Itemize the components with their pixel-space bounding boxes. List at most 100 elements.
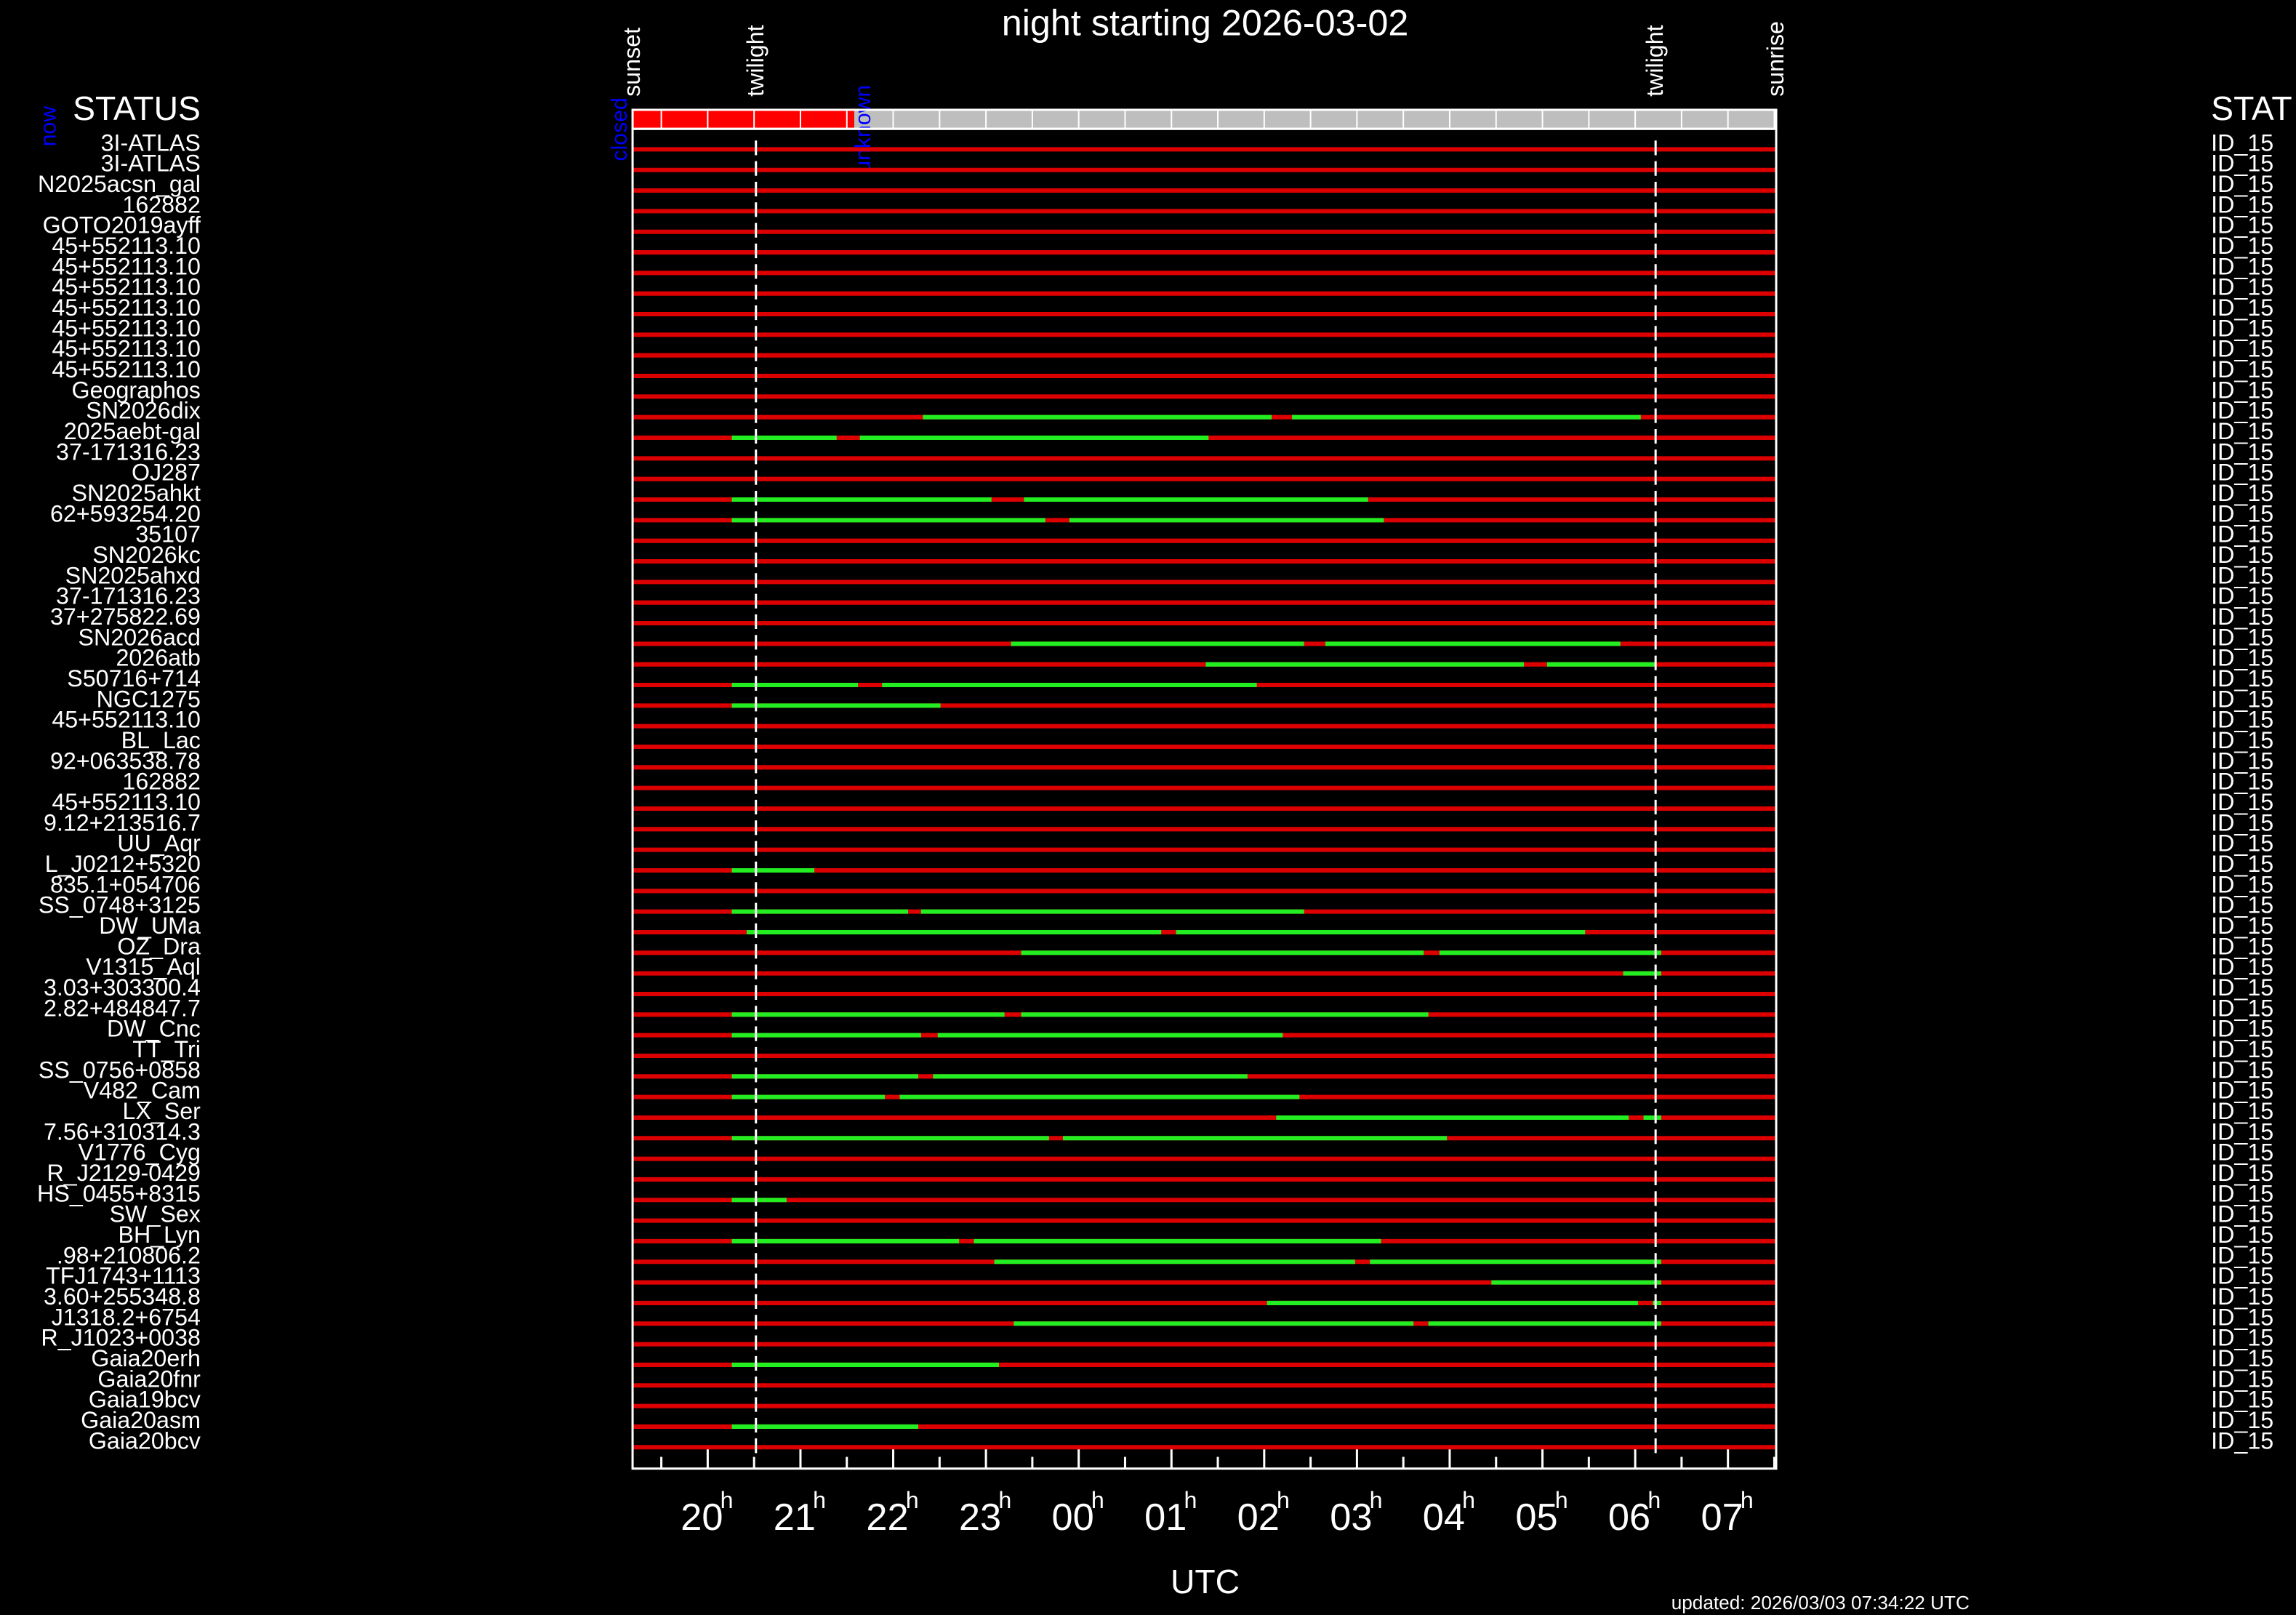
target-id: ID_15 — [2211, 129, 2273, 156]
target-id: ID_15 — [2211, 1345, 2273, 1371]
target-id: ID_15 — [2211, 1180, 2273, 1206]
target-name: NGC1275 — [97, 686, 201, 712]
target-id: ID_15 — [2211, 336, 2273, 362]
target-id: ID_15 — [2211, 1160, 2273, 1186]
target-name: Geographos — [72, 377, 201, 403]
target-name: 45+552113.10 — [52, 789, 201, 815]
target-name: SN2026acd — [79, 624, 201, 650]
target-id: ID_15 — [2211, 191, 2273, 217]
chart-title: night starting 2026-03-02 — [1002, 1, 1409, 43]
target-name: 162882 — [122, 769, 201, 795]
target-name: 3.03+303300.4 — [44, 974, 201, 1001]
now-label: now — [37, 106, 61, 147]
target-name: Gaia19bcv — [89, 1387, 201, 1413]
x-tick-unit: h — [720, 1487, 734, 1513]
target-name: SS_0748+3125 — [39, 892, 201, 918]
target-id: ID_15 — [2211, 1057, 2273, 1083]
target-name: 37-171316.23 — [56, 438, 201, 465]
target-id: ID_15 — [2211, 1078, 2273, 1104]
target-name: 2.82+484847.7 — [44, 995, 201, 1021]
target-name: R_J1023+0038 — [41, 1325, 200, 1351]
status-segment — [633, 110, 854, 129]
target-id: ID_15 — [2211, 171, 2273, 197]
target-name: TFJ1743+1113 — [46, 1263, 201, 1289]
x-tick-unit: h — [1462, 1487, 1475, 1513]
target-id: ID_15 — [2211, 521, 2273, 548]
x-tick-label: 06 — [1608, 1496, 1650, 1539]
target-name: SW_Sex — [110, 1201, 201, 1227]
x-tick-label: 04 — [1423, 1496, 1465, 1539]
target-id: ID_15 — [2211, 1263, 2273, 1289]
x-tick-unit: h — [1647, 1487, 1661, 1513]
target-id: ID_15 — [2211, 1242, 2273, 1268]
target-id: ID_15 — [2211, 1098, 2273, 1124]
target-id: ID_15 — [2211, 1283, 2273, 1310]
target-id: ID_15 — [2211, 1201, 2273, 1227]
target-id: ID_15 — [2211, 686, 2273, 712]
x-tick-label: 00 — [1052, 1496, 1094, 1539]
x-tick-label: 20 — [681, 1496, 723, 1539]
target-id: ID_15 — [2211, 1139, 2273, 1166]
target-name: Gaia20fnr — [97, 1366, 201, 1392]
target-id: ID_15 — [2211, 1016, 2273, 1042]
target-name: R_J2129-0429 — [47, 1160, 201, 1186]
target-name: L_J0212+5320 — [45, 851, 201, 877]
x-axis-label: UTC — [1171, 1563, 1240, 1600]
target-id: ID_15 — [2211, 438, 2273, 465]
target-id: ID_15 — [2211, 1036, 2273, 1062]
target-id: ID_15 — [2211, 233, 2273, 259]
event-label: twilight — [1642, 25, 1668, 97]
status-frame — [631, 108, 1778, 130]
left-header: STATUS — [73, 89, 201, 127]
target-name: 7.56+310314.3 — [44, 1118, 201, 1145]
target-name: Gaia20asm — [81, 1407, 201, 1433]
target-name: V482_Cam — [84, 1078, 201, 1104]
target-name: OJ287 — [132, 460, 201, 486]
target-id: ID_15 — [2211, 954, 2273, 980]
target-name: 45+552113.10 — [52, 336, 201, 362]
target-id: ID_15 — [2211, 624, 2273, 650]
target-name: SN2026kc — [92, 542, 201, 568]
target-id: ID_15 — [2211, 830, 2273, 857]
target-name: N2025acsn_gal — [38, 171, 201, 197]
target-name: 62+593254.20 — [50, 500, 201, 526]
target-name: Gaia20bcv — [89, 1427, 201, 1454]
x-tick-unit: h — [1741, 1487, 1754, 1513]
target-name: S50716+714 — [67, 665, 201, 692]
target-id: ID_15 — [2211, 1407, 2273, 1433]
target-id: ID_15 — [2211, 851, 2273, 877]
target-name: 3.60+255348.8 — [44, 1283, 201, 1310]
target-name: BL_Lac — [121, 727, 201, 753]
target-id: ID_15 — [2211, 562, 2273, 588]
target-id: ID_15 — [2211, 1304, 2273, 1330]
x-tick-label: 07 — [1701, 1496, 1743, 1539]
x-tick-label: 22 — [866, 1496, 908, 1539]
target-name: SS_0756+0858 — [39, 1057, 201, 1083]
x-tick-label: 05 — [1515, 1496, 1557, 1539]
target-name: 92+063538.78 — [50, 748, 201, 774]
target-id: ID_15 — [2211, 460, 2273, 486]
target-name: 3I-ATLAS — [101, 151, 201, 177]
target-name: SN2025ahkt — [72, 480, 201, 506]
target-name: 45+552113.10 — [52, 707, 201, 733]
x-tick-label: 03 — [1330, 1496, 1372, 1539]
target-name: HS_0455+8315 — [37, 1180, 201, 1206]
target-id: ID_15 — [2211, 500, 2273, 526]
target-name: 45+552113.10 — [52, 274, 201, 300]
target-name: GOTO2019ayff — [43, 212, 201, 239]
target-name: SN2025ahxd — [65, 562, 201, 588]
target-id: ID_15 — [2211, 1325, 2273, 1351]
target-name: 45+552113.10 — [52, 253, 201, 279]
target-name: 37-171316.23 — [56, 583, 201, 609]
x-tick-label: 02 — [1237, 1496, 1280, 1539]
target-name: 162882 — [122, 191, 201, 217]
target-id: ID_15 — [2211, 995, 2273, 1021]
target-id: ID_15 — [2211, 1222, 2273, 1248]
target-id: ID_15 — [2211, 913, 2273, 939]
target-id: ID_15 — [2211, 583, 2273, 609]
target-id: ID_15 — [2211, 377, 2273, 403]
x-tick-unit: h — [813, 1487, 826, 1513]
event-label: sunrise — [1762, 21, 1789, 97]
target-id: ID_15 — [2211, 604, 2273, 630]
